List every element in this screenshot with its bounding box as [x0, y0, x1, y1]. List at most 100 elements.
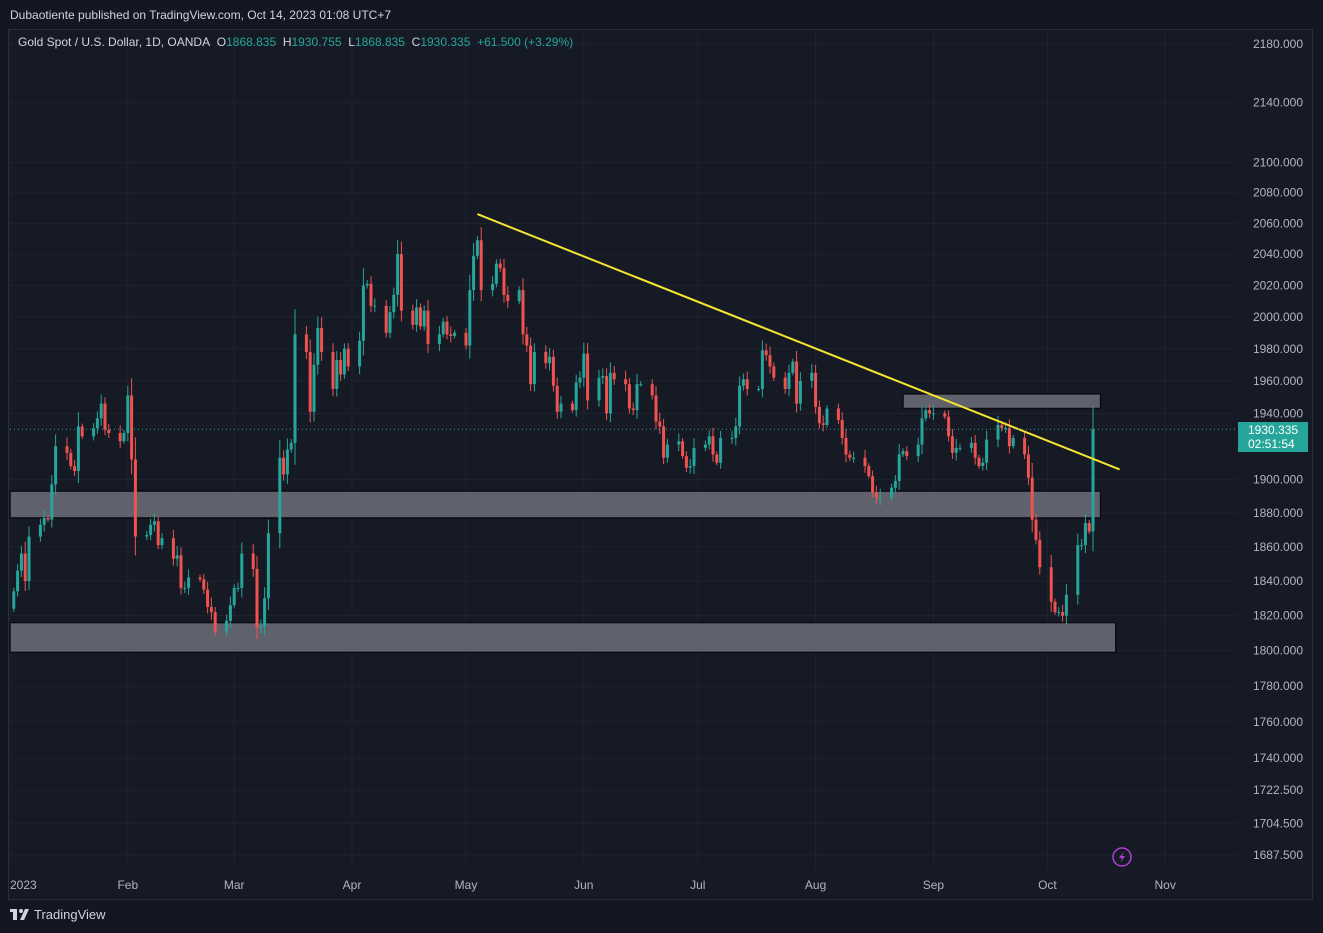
candle[interactable]: [810, 364, 814, 389]
candle[interactable]: [206, 581, 210, 614]
candle[interactable]: [525, 326, 529, 352]
candle[interactable]: [358, 331, 362, 375]
candle[interactable]: [453, 329, 457, 339]
candle[interactable]: [335, 351, 339, 397]
candle[interactable]: [768, 346, 772, 374]
candle[interactable]: [848, 450, 852, 462]
candle[interactable]: [502, 258, 506, 303]
candle[interactable]: [396, 240, 400, 307]
candle[interactable]: [46, 514, 50, 523]
candle[interactable]: [574, 374, 578, 417]
candle[interactable]: [817, 400, 821, 429]
candle[interactable]: [160, 533, 164, 550]
candle[interactable]: [316, 316, 320, 375]
candle[interactable]: [76, 412, 80, 484]
candle[interactable]: [928, 404, 932, 419]
candle[interactable]: [624, 370, 628, 392]
candle[interactable]: [958, 443, 962, 452]
candle[interactable]: [1034, 514, 1038, 545]
candle[interactable]: [825, 405, 829, 428]
candle[interactable]: [339, 352, 343, 382]
candle[interactable]: [931, 405, 935, 420]
candle[interactable]: [187, 569, 191, 595]
candle[interactable]: [684, 451, 688, 472]
candle[interactable]: [734, 417, 738, 446]
candle[interactable]: [472, 243, 476, 301]
candle[interactable]: [1083, 513, 1087, 554]
candle[interactable]: [905, 446, 909, 461]
candle[interactable]: [662, 418, 666, 465]
candle[interactable]: [555, 377, 559, 419]
candle[interactable]: [920, 406, 924, 455]
candle[interactable]: [1087, 519, 1091, 535]
candle[interactable]: [973, 434, 977, 465]
candle[interactable]: [1023, 432, 1027, 460]
candle[interactable]: [126, 385, 130, 442]
candle[interactable]: [703, 440, 707, 452]
candle[interactable]: [422, 305, 426, 331]
candle[interactable]: [38, 518, 42, 542]
candle[interactable]: [95, 411, 99, 434]
candle[interactable]: [677, 433, 681, 452]
candle[interactable]: [392, 287, 396, 319]
candle[interactable]: [654, 386, 658, 430]
candle[interactable]: [836, 403, 840, 425]
candle[interactable]: [289, 438, 293, 453]
candle[interactable]: [27, 526, 31, 590]
candle[interactable]: [548, 348, 552, 371]
candle[interactable]: [1030, 462, 1034, 533]
candle[interactable]: [601, 368, 605, 385]
candle[interactable]: [597, 370, 601, 407]
candle[interactable]: [977, 454, 981, 469]
candle[interactable]: [798, 372, 802, 411]
candle[interactable]: [236, 582, 240, 593]
candle[interactable]: [852, 451, 856, 463]
candle[interactable]: [175, 546, 179, 567]
candle[interactable]: [871, 470, 875, 498]
candle[interactable]: [916, 437, 920, 462]
candle[interactable]: [331, 343, 335, 397]
candle[interactable]: [468, 274, 472, 359]
tradingview-logo[interactable]: TradingView: [10, 907, 106, 922]
candle[interactable]: [707, 430, 711, 450]
candle[interactable]: [821, 415, 825, 432]
candle[interactable]: [149, 518, 153, 540]
candle[interactable]: [209, 597, 213, 620]
candle[interactable]: [551, 349, 555, 392]
candle[interactable]: [741, 373, 745, 391]
candle[interactable]: [449, 326, 453, 343]
candle[interactable]: [650, 379, 654, 400]
candle[interactable]: [384, 300, 388, 338]
candle[interactable]: [19, 545, 23, 578]
candle[interactable]: [764, 343, 768, 361]
candle[interactable]: [1076, 533, 1080, 605]
candle[interactable]: [373, 298, 377, 313]
candle[interactable]: [346, 343, 350, 372]
candle[interactable]: [225, 614, 229, 637]
candle[interactable]: [369, 276, 373, 313]
candle[interactable]: [1053, 598, 1057, 615]
candle[interactable]: [1057, 606, 1061, 617]
candle[interactable]: [418, 303, 422, 330]
candle[interactable]: [814, 364, 818, 414]
candle[interactable]: [985, 430, 989, 471]
candle[interactable]: [441, 317, 445, 338]
candle[interactable]: [1080, 538, 1084, 551]
candle[interactable]: [251, 544, 255, 577]
candle[interactable]: [897, 443, 901, 490]
candle[interactable]: [399, 241, 403, 322]
candle[interactable]: [202, 574, 206, 594]
candle[interactable]: [863, 449, 867, 473]
support-resistance-zone[interactable]: [9, 621, 1117, 654]
candle[interactable]: [388, 305, 392, 339]
candle[interactable]: [521, 278, 525, 345]
candle[interactable]: [1038, 531, 1042, 575]
candle[interactable]: [156, 516, 160, 550]
candle[interactable]: [981, 457, 985, 471]
candle[interactable]: [232, 584, 236, 609]
candle[interactable]: [198, 574, 202, 582]
candle[interactable]: [608, 362, 612, 423]
candle[interactable]: [103, 397, 107, 436]
candle[interactable]: [65, 437, 69, 461]
candle[interactable]: [757, 386, 761, 392]
